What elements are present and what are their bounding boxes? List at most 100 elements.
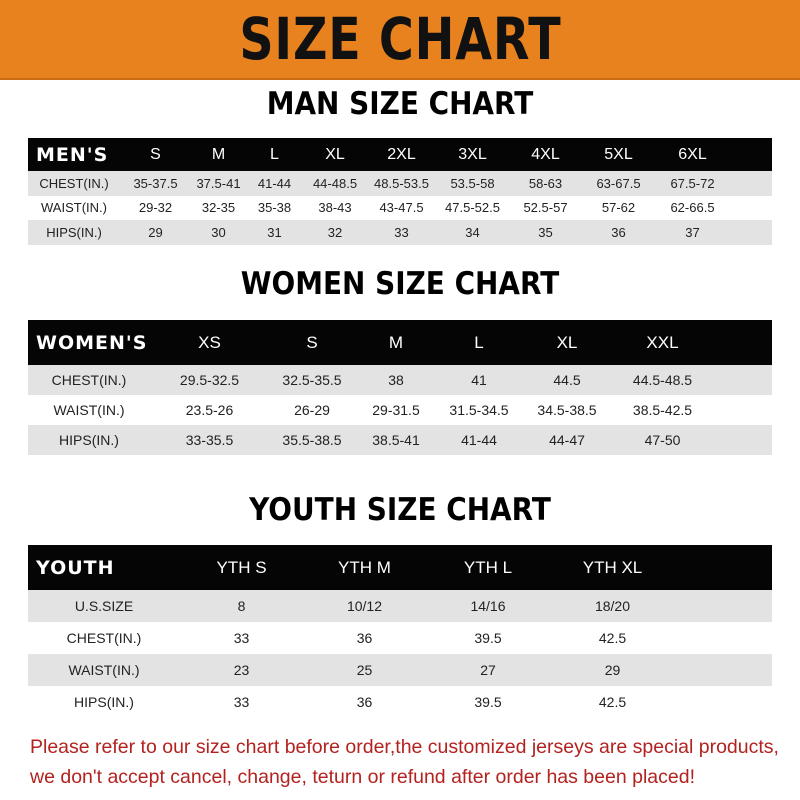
notice-line-2: we don't accept cancel, change, teturn o… (30, 766, 695, 788)
cell: 26-29 (294, 402, 330, 418)
cell: XS (198, 332, 221, 352)
row-label: CHEST(IN.) (66, 630, 142, 646)
cell: L (474, 332, 484, 352)
cell: 41-44 (461, 432, 497, 448)
cell: YTH XL (582, 557, 643, 577)
youth-section-title: YOUTH SIZE CHART (249, 492, 551, 528)
cell: 33 (233, 694, 250, 710)
cell: 34 (465, 224, 480, 240)
cell: 8 (237, 598, 246, 614)
cell: 2XL (387, 145, 416, 163)
cell: 36 (356, 630, 373, 646)
row-label: CHEST(IN.) (39, 175, 109, 191)
cell: 32-35 (201, 200, 236, 216)
cell: 58-63 (528, 175, 563, 191)
cell: 6XL (678, 145, 707, 163)
cell: 38.5-42.5 (632, 402, 693, 418)
cell: 25 (356, 662, 373, 678)
cell: 29-31.5 (372, 402, 420, 418)
women-size-table: WOMEN'S XS S M L XL XXL CHEST(IN.) 29.5-32.5 32.5… (28, 320, 772, 455)
cell: 37.5-41 (196, 175, 241, 191)
cell: 33-35.5 (185, 432, 234, 448)
cell: 32 (327, 224, 343, 240)
row-label: WAIST(IN.) (53, 402, 125, 418)
row-label: MEN'S (36, 143, 109, 166)
cell: 29 (604, 662, 621, 678)
row-label: WAIST(IN.) (68, 662, 140, 678)
cell: 42.5 (598, 630, 627, 646)
row-label: WAIST(IN.) (41, 200, 107, 216)
table-row: WAIST(IN.) 29-32 32-35 35-38 38-43 43-47.5 47.… (28, 195, 772, 220)
cell: 23 (233, 662, 250, 678)
row-label: WOMEN'S (36, 331, 148, 354)
cell: XL (556, 332, 578, 352)
men-section-title: MAN SIZE CHART (266, 86, 534, 122)
order-notice: Please refer to our size chart before or… (30, 732, 790, 792)
table-row: HIPS(IN.) 33-35.5 35.5-38.5 38.5-41 41-44 44-… (28, 425, 772, 455)
cell: 34.5-38.5 (537, 402, 597, 418)
row-label: HIPS(IN.) (46, 224, 102, 240)
notice-line-1: Please refer to our size chart before or… (30, 736, 779, 758)
cell: 32.5-35.5 (282, 372, 342, 388)
cell: 23.5-26 (185, 402, 234, 418)
table-row: U.S.SIZE 8 10/12 14/16 18/20 (28, 590, 772, 622)
cell: 31.5-34.5 (449, 402, 509, 418)
cell: S (150, 145, 161, 163)
table-row: WAIST(IN.) 23.5-26 26-29 29-31.5 31.5-34.5 34… (28, 395, 772, 425)
cell: 48.5-53.5 (374, 175, 429, 191)
cell: 35-38 (257, 200, 292, 216)
cell: 5XL (604, 145, 633, 163)
cell: YTH S (216, 557, 267, 577)
cell: 38.5-41 (372, 432, 420, 448)
cell: 41 (471, 372, 487, 388)
cell: 67.5-72 (670, 175, 715, 191)
women-section-title: WOMEN SIZE CHART (240, 266, 560, 302)
cell: 44.5 (553, 372, 581, 388)
cell: 14/16 (470, 598, 506, 614)
cell: 57-62 (601, 200, 636, 216)
cell: 4XL (531, 145, 560, 163)
cell: 36 (611, 224, 626, 240)
cell: 3XL (458, 145, 487, 163)
table-header-row: YOUTH YTH S YTH M YTH L YTH XL (28, 545, 772, 590)
cell: 47.5-52.5 (445, 200, 500, 216)
cell: 52.5-57 (523, 200, 568, 216)
cell: 47-50 (644, 432, 681, 448)
cell: XXL (646, 332, 679, 352)
cell: XL (325, 145, 345, 163)
cell: 62-66.5 (670, 200, 715, 216)
table-row: CHEST(IN.) 29.5-32.5 32.5-35.5 38 41 44.5 44.5… (28, 365, 772, 395)
cell: 39.5 (474, 694, 502, 710)
men-size-table: MEN'S S M L XL 2XL 3XL 4XL 5XL 6XL CHEST(IN.) 35-37… (28, 138, 772, 245)
table-row: HIPS(IN.) 33 36 39.5 42.5 (28, 686, 772, 718)
table-row: HIPS(IN.) 29 30 31 32 33 34 35 36 37 (28, 220, 772, 245)
cell: YTH L (463, 557, 513, 577)
size-chart-banner: SIZE CHART (0, 0, 800, 80)
cell: 29-32 (138, 200, 173, 216)
row-label: HIPS(IN.) (74, 694, 134, 710)
cell: 35 (538, 224, 553, 240)
cell: 33 (394, 224, 409, 240)
cell: 37 (685, 224, 700, 240)
cell: 38-43 (318, 200, 352, 216)
cell: S (306, 332, 318, 352)
row-label: U.S.SIZE (74, 598, 134, 614)
row-label: YOUTH (36, 556, 115, 579)
cell: 35-37.5 (133, 175, 178, 191)
row-label: HIPS(IN.) (59, 432, 119, 448)
cell: 30 (211, 224, 226, 240)
cell: 53.5-58 (450, 175, 495, 191)
cell: 31 (267, 224, 282, 240)
table-row: CHEST(IN.) 33 36 39.5 42.5 (28, 622, 772, 654)
cell: 38 (388, 372, 404, 388)
youth-size-table: YOUTH YTH S YTH M YTH L YTH XL U.S.SIZE 8 10/12… (28, 545, 772, 718)
table-header-row: WOMEN'S XS S M L XL XXL (28, 320, 772, 365)
cell: 33 (233, 630, 250, 646)
cell: 29 (148, 224, 163, 240)
cell: 41-44 (257, 175, 292, 191)
cell: 42.5 (598, 694, 627, 710)
cell: 44.5-48.5 (632, 372, 693, 388)
table-row: WAIST(IN.) 23 25 27 29 (28, 654, 772, 686)
table-row: CHEST(IN.) 35-37.5 37.5-41 41-44 44-48.5 48.5… (28, 171, 772, 196)
banner-title: SIZE CHART (238, 5, 562, 73)
